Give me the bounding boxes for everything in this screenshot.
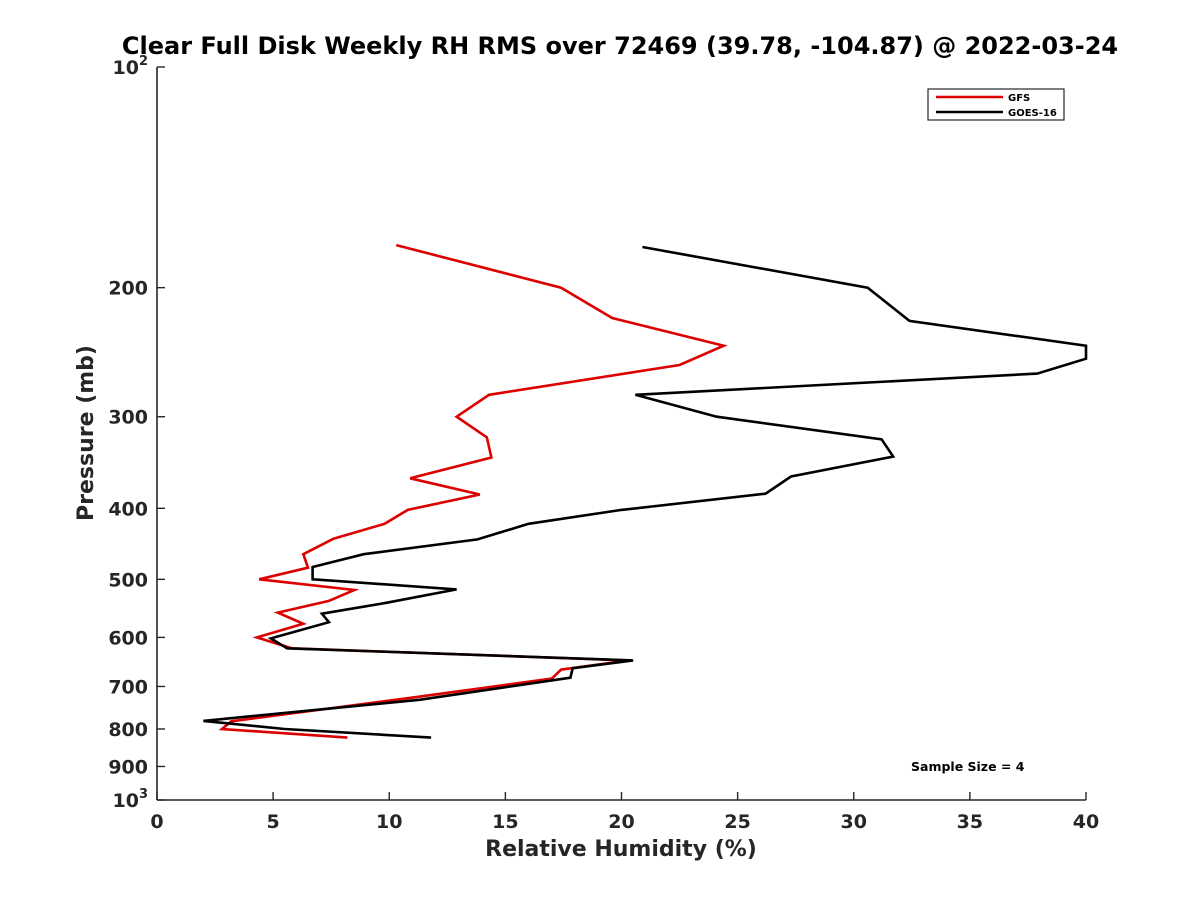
x-tick-label: 5 — [267, 811, 280, 833]
y-tick-label: 700 — [108, 676, 148, 698]
y-tick-label-exponent: 2 — [139, 54, 148, 69]
y-axis-label: Pressure (mb) — [74, 345, 99, 521]
chart-title: Clear Full Disk Weekly RH RMS over 72469… — [122, 32, 1118, 60]
x-tick-label: 15 — [492, 811, 518, 833]
y-tick-label: 103 — [113, 787, 149, 812]
y-tick-label: 300 — [108, 407, 148, 429]
x-tick-label: 25 — [724, 811, 750, 833]
legend: GFS GOES-16 — [927, 88, 1065, 121]
x-tick-label: 35 — [957, 811, 983, 833]
y-tick-label-base: 10 — [113, 57, 139, 79]
y-tick-label-exponent: 3 — [139, 787, 148, 802]
plot-background — [157, 67, 1086, 800]
y-tick-label: 900 — [108, 756, 148, 778]
x-tick-label: 40 — [1073, 811, 1099, 833]
x-axis-ticks: 0 5 10 15 20 25 30 35 40 — [150, 792, 1099, 833]
y-tick-label: 800 — [108, 719, 148, 741]
x-tick-label: 30 — [841, 811, 867, 833]
x-tick-label: 20 — [608, 811, 634, 833]
x-tick-label: 10 — [376, 811, 402, 833]
x-tick-label: 0 — [150, 811, 163, 833]
y-tick-label: 600 — [108, 627, 148, 649]
plot-area: 0 5 10 15 20 25 30 35 40 10220030040050060070080… — [108, 54, 1099, 833]
y-tick-label: 500 — [108, 569, 148, 591]
legend-box — [927, 88, 1065, 121]
x-axis-label: Relative Humidity (%) — [485, 837, 757, 862]
series-line-goes-16 — [203, 245, 1088, 739]
y-tick-label: 102 — [113, 54, 149, 79]
series-layer — [203, 243, 1088, 739]
series-line-gfs — [218, 243, 728, 739]
y-tick-label-base: 10 — [113, 790, 139, 812]
y-tick-label: 200 — [108, 278, 148, 300]
legend-label-goes-16: GOES-16 — [1008, 108, 1057, 119]
legend-label-gfs: GFS — [1008, 93, 1030, 104]
sample-size-annotation: Sample Size = 4 — [911, 759, 1025, 774]
y-tick-label: 400 — [108, 498, 148, 520]
